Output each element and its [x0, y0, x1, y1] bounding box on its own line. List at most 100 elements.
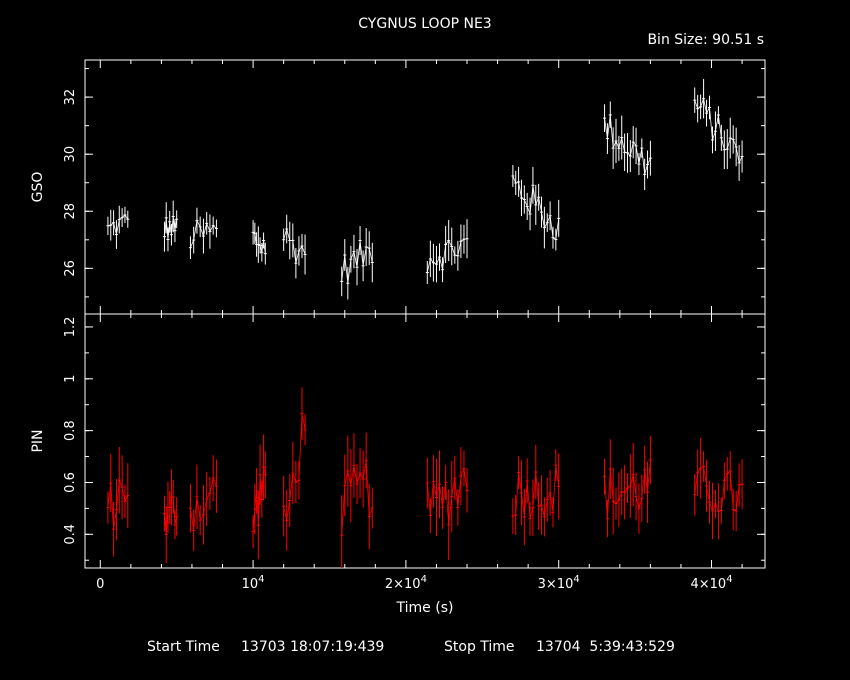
pin-line: [697, 468, 701, 473]
gso-line: [541, 212, 545, 228]
pin-line: [615, 499, 620, 504]
pin-line: [518, 472, 522, 493]
pin-line: [341, 485, 346, 536]
pin-line: [552, 465, 557, 513]
pin-line: [252, 508, 256, 532]
pin-line: [535, 471, 540, 507]
gso-line: [532, 185, 537, 205]
x-axis-label: Time (s): [396, 600, 454, 616]
pin-line: [718, 510, 722, 512]
pin-ytick-label: 0.4: [63, 524, 78, 545]
pin-line: [124, 495, 129, 502]
pin-line: [206, 493, 211, 500]
gso-line: [735, 146, 740, 163]
pin-line: [632, 474, 637, 497]
gso-line: [538, 197, 542, 213]
pin-line: [344, 470, 349, 486]
pin-line: [209, 478, 214, 494]
pin-line: [555, 465, 560, 487]
gso-line: [549, 215, 554, 238]
gso-line: [621, 137, 625, 153]
gso-line: [366, 246, 370, 249]
pin-line: [254, 490, 257, 510]
gso-line: [426, 258, 431, 273]
pin-line: [451, 478, 456, 497]
pin-line: [709, 502, 713, 511]
gso-line: [252, 232, 256, 234]
gso-line: [344, 254, 349, 284]
gso-line: [544, 222, 548, 228]
pin-line: [165, 507, 169, 535]
pin-line: [612, 500, 617, 504]
pin-line: [624, 487, 628, 493]
gso-line: [292, 240, 297, 264]
pin-ytick-label: 1.2: [63, 317, 78, 338]
pin-line: [541, 504, 545, 517]
pin-line: [118, 479, 123, 488]
gso-line: [298, 245, 303, 252]
pin-line: [703, 466, 707, 487]
pin-line: [457, 476, 462, 508]
pin-line: [526, 480, 531, 519]
gso-line: [107, 224, 111, 227]
pin-line: [635, 496, 640, 509]
chart-title: CYGNUS LOOP NE3: [358, 16, 491, 32]
gso-line: [709, 107, 713, 140]
pin-line: [715, 503, 719, 512]
gso-line: [356, 240, 361, 268]
gso-line: [110, 222, 114, 226]
gso-line: [445, 240, 450, 245]
pin-line: [604, 476, 608, 519]
pin-ylabel: PIN: [30, 429, 46, 452]
pin-line: [113, 509, 117, 530]
pin-line: [295, 480, 300, 483]
gso-line: [712, 131, 716, 141]
pin-line: [263, 467, 266, 475]
gso-ytick-label: 30: [63, 146, 78, 163]
gso-panel: 26 28 30 32 GSO: [30, 59, 766, 315]
pin-line: [107, 483, 112, 508]
gso-line: [730, 137, 734, 140]
pin-line: [199, 514, 204, 521]
gso-line: [523, 199, 528, 207]
gso-line: [529, 185, 534, 215]
pin-ytick-label: 1: [63, 375, 78, 383]
gso-line: [436, 256, 440, 265]
gso-line: [116, 219, 120, 235]
gso-ytick-label: 26: [63, 260, 78, 277]
pin-line: [549, 492, 554, 513]
gso-line: [457, 241, 462, 256]
gso-line: [172, 216, 176, 231]
gso-line: [632, 141, 637, 147]
stop-time-value: 13704 5:39:43:529: [536, 639, 675, 655]
gso-line: [720, 137, 725, 150]
pin-line: [515, 472, 519, 516]
pin-ytick-label: 0.6: [63, 472, 78, 493]
gso-line: [694, 100, 699, 109]
x-tick-label: 3×104: [538, 574, 580, 592]
pin-ytick-label: 0.8: [63, 420, 78, 441]
pin-line: [283, 506, 288, 521]
gso-line: [174, 219, 178, 231]
gso-line: [190, 239, 195, 248]
pin-line: [460, 468, 465, 477]
gso-line: [119, 217, 123, 220]
pin-line: [546, 492, 551, 500]
pin-line: [729, 470, 734, 510]
gso-line: [259, 245, 263, 253]
gso-line: [124, 214, 129, 220]
pin-line: [257, 474, 261, 526]
gso-line: [635, 145, 640, 165]
pin-series: [106, 387, 744, 568]
gso-line: [439, 256, 443, 270]
gso-line: [258, 244, 261, 246]
gso-line: [350, 251, 355, 260]
start-time-label: Start Time: [147, 639, 220, 655]
gso-line: [460, 238, 465, 242]
x-tick-label: 104: [242, 574, 265, 592]
pin-line: [356, 472, 361, 485]
gso-line: [353, 251, 358, 268]
pin-line: [727, 470, 731, 474]
gso-line: [609, 114, 614, 149]
